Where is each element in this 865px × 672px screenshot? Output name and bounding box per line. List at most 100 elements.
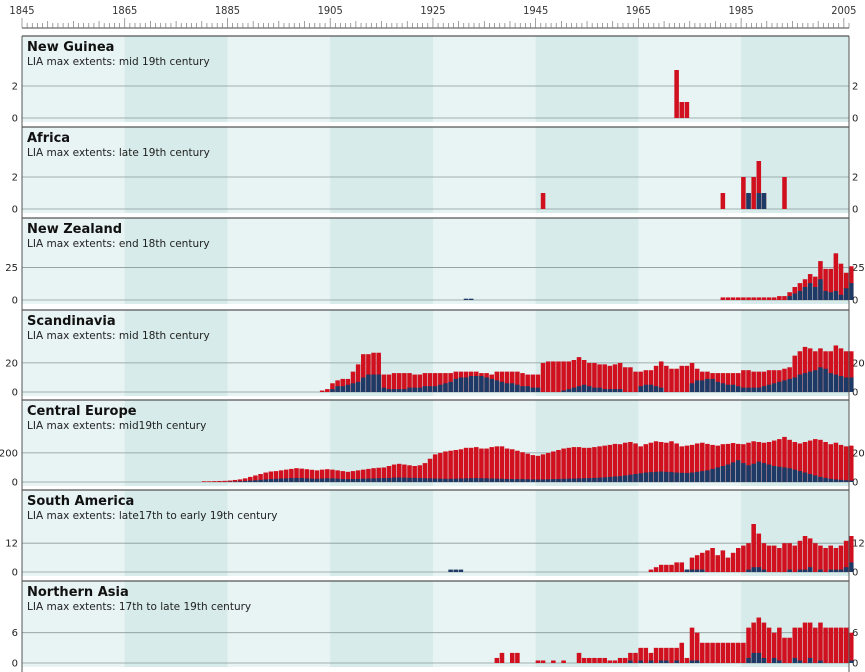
y-tick-label: 0 [12,114,18,125]
bar-total [818,439,823,482]
bar-total [653,365,659,392]
y-tick-label: 25 [5,263,18,274]
bar-subset [818,660,823,663]
bar-subset [499,381,505,392]
bar-subset [689,660,695,663]
bar-total [576,447,582,482]
bar-total [617,444,623,482]
bar-total [694,555,700,572]
bar-total [432,454,438,482]
bar-total [777,548,782,572]
bar-subset [658,660,664,663]
bar-subset [849,283,854,300]
bar-subset [746,657,751,663]
bar-total [725,557,731,572]
bar-total [551,660,556,663]
bar-total [540,660,546,663]
bar-total [581,447,587,482]
bar-subset [417,478,423,482]
bar-subset [576,386,582,392]
bar-subset [530,479,536,482]
bar-subset [813,475,818,482]
bar-total [520,373,525,392]
bar-total [556,361,561,392]
bar-subset [361,478,366,482]
bar-subset [438,478,443,482]
bar-total [494,657,500,663]
bar-total [792,355,798,392]
panel-band [535,490,639,576]
panel-band [330,218,433,304]
bar-total [741,370,746,392]
bar-total [823,268,828,300]
bar-subset [807,474,813,482]
bar-total [669,564,674,572]
bar-subset [350,383,356,392]
x-tick-label: 1905 [318,4,343,17]
bar-total [730,642,736,663]
bar-total [705,550,710,572]
y-tick-label: 0 [12,296,18,307]
panel-band [535,127,639,213]
bar-total [689,362,695,392]
bar-total [314,470,320,482]
bar-total [751,524,756,572]
bar-total [561,361,566,392]
bar-subset [263,479,268,482]
bar-total [664,365,669,392]
bar-total [509,449,515,482]
bar-subset [638,386,643,392]
bar-total [807,348,813,392]
bar-total [319,390,325,392]
bar-total [509,371,515,392]
bar-total [237,479,243,482]
bar-total [849,632,854,663]
bar-subset [843,567,849,572]
bar-total [792,627,798,663]
bar-total [792,545,798,572]
bar-subset [504,383,510,392]
bar-total [787,637,792,663]
bar-total [751,177,756,209]
bar-total [653,441,659,482]
bar-subset [402,389,407,392]
bar-subset [771,657,777,663]
bar-total [350,371,356,392]
y-tick-label-right: 25 [852,263,865,274]
bar-total [597,446,602,482]
bar-subset [735,386,741,392]
bar-subset [849,562,854,572]
bar-subset [427,386,433,392]
bar-total [813,439,818,482]
panel-band [330,581,433,667]
bar-subset [628,474,633,482]
bar-subset [345,479,351,482]
bar-subset [566,389,572,392]
bar-subset [694,380,700,392]
bar-subset [700,471,705,482]
bar-total [658,442,664,482]
bar-total [602,657,607,663]
y-tick-label: 200 [0,448,18,459]
bar-total [658,361,664,392]
bar-subset [843,288,849,300]
panel-title: Scandinavia [27,314,116,329]
bar-total [345,471,351,482]
bar-total [771,545,777,572]
bar-subset [242,480,248,482]
bar-subset [535,387,541,392]
bar-subset [587,386,592,392]
x-tick-label: 1965 [626,4,651,17]
bar-total [407,373,412,392]
y-tick-label-right: 0 [852,205,858,216]
bar-total [648,442,654,482]
bar-total [746,543,751,572]
bar-total [746,370,751,392]
panel-title: Africa [27,131,70,146]
bar-subset [515,384,520,392]
bar-subset [694,569,700,572]
bar-total [633,652,638,663]
